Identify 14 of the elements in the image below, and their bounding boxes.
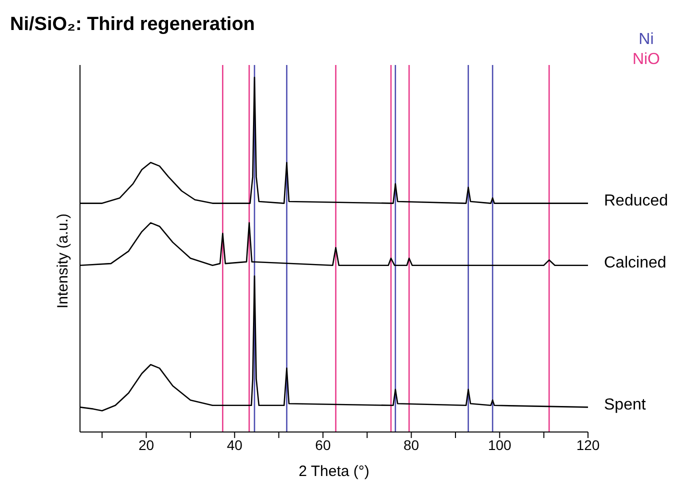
series-label: Calcined <box>604 254 666 272</box>
text: NiO <box>632 50 660 70</box>
y-axis-title: Intensity (a.u.) <box>54 213 72 308</box>
x-axis-title: 2 Theta (°) <box>298 463 370 480</box>
series-label: Reduced <box>604 192 668 210</box>
x-tick-label: 120 <box>576 436 600 453</box>
x-tick-label: 40 <box>226 436 243 453</box>
series-label: Spent <box>604 396 646 414</box>
x-tick-label: 80 <box>404 436 420 453</box>
text: Ni <box>638 30 655 50</box>
x-tick-label: 20 <box>138 436 154 453</box>
chart-title: Ni/SiO₂: Third regeneration <box>10 14 255 36</box>
x-tick-label: 100 <box>488 436 512 453</box>
x-tick-label: 60 <box>315 436 331 453</box>
